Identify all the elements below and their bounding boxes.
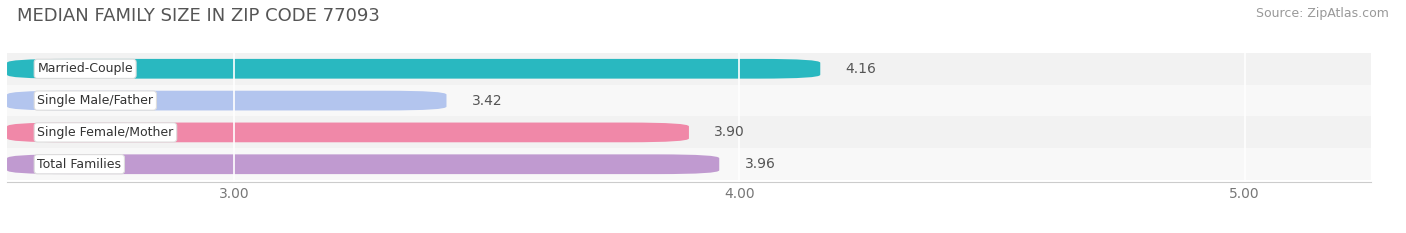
FancyBboxPatch shape [7,59,820,79]
Text: MEDIAN FAMILY SIZE IN ZIP CODE 77093: MEDIAN FAMILY SIZE IN ZIP CODE 77093 [17,7,380,25]
FancyBboxPatch shape [7,154,720,174]
Bar [7,148,1371,180]
Text: 4.16: 4.16 [845,62,876,76]
Text: Source: ZipAtlas.com: Source: ZipAtlas.com [1256,7,1389,20]
Text: Total Families: Total Families [38,158,121,171]
Text: Married-Couple: Married-Couple [38,62,134,75]
Text: 3.90: 3.90 [714,125,745,139]
Text: 3.42: 3.42 [472,94,502,108]
Bar [7,85,1371,116]
FancyBboxPatch shape [7,123,689,142]
Text: Single Female/Mother: Single Female/Mother [38,126,173,139]
Bar [7,53,1371,85]
Bar [7,116,1371,148]
Text: 3.96: 3.96 [745,157,775,171]
Text: Single Male/Father: Single Male/Father [38,94,153,107]
FancyBboxPatch shape [7,91,447,110]
